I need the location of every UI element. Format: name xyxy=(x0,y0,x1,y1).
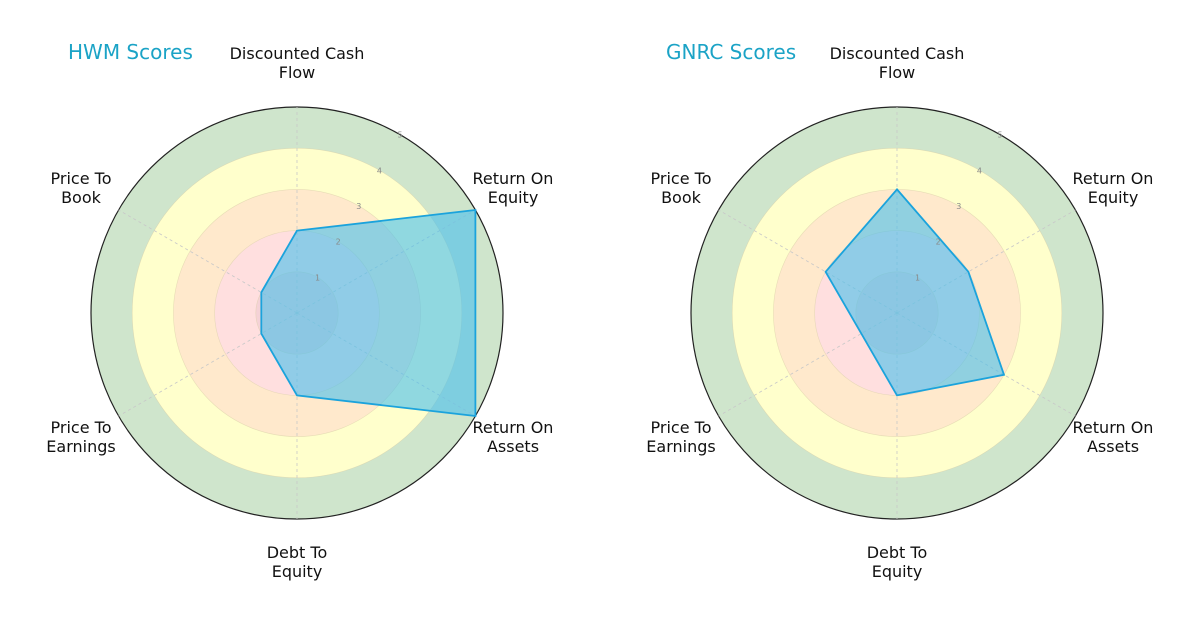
axis-label-pe: Price To Earnings xyxy=(646,418,716,456)
axis-spoke xyxy=(118,209,298,314)
axis-label-pb: Price To Book xyxy=(650,169,712,207)
radial-tick-label: 2 xyxy=(336,238,341,247)
gnrc-radar-chart: 1 2 3 4 5 xyxy=(690,106,1104,520)
axis-label-pe: Price To Earnings xyxy=(46,418,116,456)
gnrc-radar-panel: 1 2 3 4 5 GNRC Scores Discounted Cash Flow R… xyxy=(600,0,1200,625)
axis-label-dcf: Discounted Cash Flow xyxy=(829,44,965,82)
axis-label-roa: Return On Assets xyxy=(1072,418,1154,456)
axis-label-de: Debt To Equity xyxy=(266,543,328,581)
axis-label-de: Debt To Equity xyxy=(866,543,928,581)
radial-tick-label: 1 xyxy=(315,273,320,282)
score-polygon xyxy=(824,188,1006,397)
axis-spoke xyxy=(896,209,1076,314)
hwm-radar-chart: 1 2 3 4 5 xyxy=(90,106,504,520)
radial-tick-label: 4 xyxy=(977,166,982,175)
score-polygon xyxy=(260,208,477,418)
axis-spoke xyxy=(718,312,898,417)
radial-tick-label: 1 xyxy=(915,273,920,282)
axis-label-roa: Return On Assets xyxy=(472,418,554,456)
axis-label-roe: Return On Equity xyxy=(1072,169,1154,207)
axis-spoke xyxy=(718,209,898,314)
axis-label-roe: Return On Equity xyxy=(472,169,554,207)
radial-tick-label: 3 xyxy=(356,202,361,211)
radial-tick-label: 5 xyxy=(997,131,1002,140)
axis-spoke xyxy=(118,312,298,417)
hwm-chart-title: HWM Scores xyxy=(68,40,193,64)
gnrc-chart-title: GNRC Scores xyxy=(666,40,797,64)
axis-label-pb: Price To Book xyxy=(50,169,112,207)
radial-tick-label: 4 xyxy=(377,166,382,175)
radial-tick-label: 5 xyxy=(397,131,402,140)
axis-label-dcf: Discounted Cash Flow xyxy=(229,44,365,82)
hwm-radar-panel: 1 2 3 4 5 HWM Scores Discounted Cash Flow Re… xyxy=(46,40,554,581)
radial-tick-label: 3 xyxy=(956,202,961,211)
radial-tick-label: 2 xyxy=(936,238,941,247)
